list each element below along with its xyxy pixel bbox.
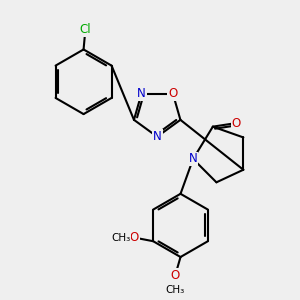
Text: N: N (153, 130, 162, 143)
Text: O: O (170, 269, 180, 282)
Text: N: N (189, 152, 197, 166)
Text: O: O (168, 87, 178, 100)
Text: O: O (232, 117, 241, 130)
Text: N: N (137, 87, 146, 100)
Text: Cl: Cl (80, 23, 91, 36)
Text: CH₃: CH₃ (111, 232, 130, 243)
Text: CH₃: CH₃ (166, 285, 185, 295)
Text: O: O (130, 231, 139, 244)
